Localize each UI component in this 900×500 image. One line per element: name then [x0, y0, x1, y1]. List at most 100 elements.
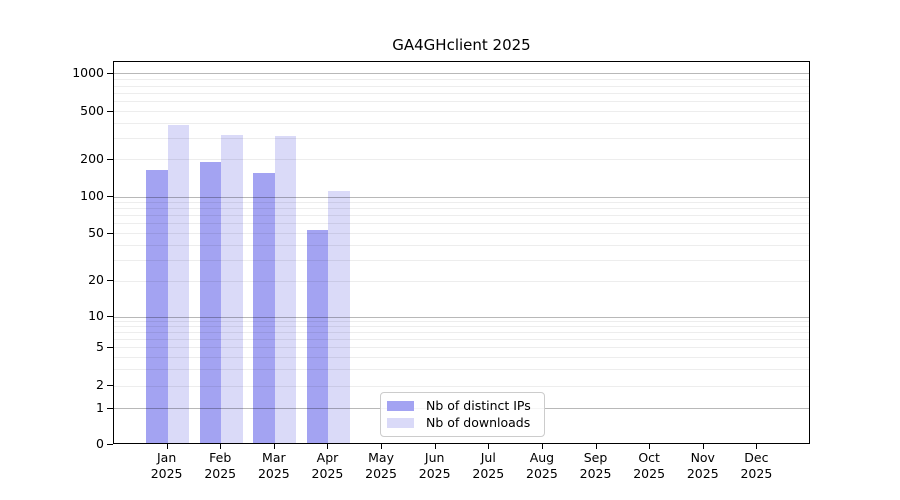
- x-tick-year: 2025: [204, 466, 237, 481]
- y-minor-gridline: [114, 92, 809, 94]
- y-tick-mark: [107, 444, 113, 445]
- x-tick-month: Dec: [744, 450, 769, 465]
- x-tick-mark: [488, 444, 490, 449]
- x-tick-month: Aug: [529, 450, 555, 465]
- y-minor-gridline: [114, 356, 809, 358]
- x-tick-year: 2025: [311, 466, 344, 481]
- x-tick-mark: [649, 444, 651, 449]
- y-minor-gridline: [114, 79, 809, 81]
- y-minor-gridline: [114, 122, 809, 124]
- x-tick-year: 2025: [150, 466, 183, 481]
- x-tick-label: Jan 2025: [135, 450, 199, 482]
- x-tick-month: Sep: [583, 450, 608, 465]
- y-gridline: [114, 233, 809, 234]
- x-tick-mark: [595, 444, 597, 449]
- y-tick-label: 100: [80, 188, 104, 203]
- y-tick-mark: [107, 407, 113, 409]
- y-gridline: [114, 316, 809, 318]
- y-minor-gridline: [114, 101, 809, 103]
- y-tick-mark: [107, 72, 113, 74]
- bar-downloads: [328, 191, 350, 443]
- legend-item: Nb of distinct IPs: [387, 397, 536, 415]
- x-tick-year: 2025: [633, 466, 666, 481]
- y-tick-label: 500: [80, 102, 104, 118]
- bar-downloads: [167, 125, 190, 443]
- y-tick-label: 0: [96, 436, 104, 451]
- x-tick-mark: [756, 444, 758, 449]
- x-tick-label: May 2025: [349, 450, 413, 482]
- x-tick-label: Apr 2025: [295, 450, 359, 482]
- x-tick-label: Jun 2025: [403, 450, 467, 482]
- y-tick-label: 1000: [72, 64, 104, 80]
- x-tick-mark: [702, 444, 704, 449]
- x-tick-label: Jul 2025: [456, 450, 520, 482]
- x-tick-label: Aug 2025: [510, 450, 574, 482]
- y-tick-label: 10: [88, 308, 104, 323]
- bar-downloads: [274, 136, 297, 443]
- bar-distinct-ips: [199, 162, 222, 443]
- x-tick-month: Nov: [690, 450, 715, 465]
- x-tick-mark: [434, 444, 436, 449]
- x-tick-mark: [220, 444, 222, 449]
- y-minor-gridline: [114, 244, 809, 246]
- y-tick-label: 2: [96, 377, 104, 393]
- y-minor-gridline: [114, 223, 809, 225]
- y-minor-gridline: [114, 332, 809, 334]
- x-tick-month: Apr: [316, 450, 339, 465]
- y-minor-gridline: [114, 339, 809, 341]
- y-tick-mark: [107, 232, 113, 234]
- x-tick-year: 2025: [472, 466, 505, 481]
- y-tick-label: 200: [80, 150, 104, 166]
- y-tick-mark: [107, 110, 113, 112]
- y-gridline: [114, 111, 809, 113]
- y-tick-mark: [107, 346, 113, 348]
- y-gridline: [114, 347, 809, 349]
- x-tick-label: Nov 2025: [671, 450, 735, 482]
- x-tick-month: Jan: [156, 450, 177, 465]
- x-tick-year: 2025: [579, 466, 612, 481]
- x-tick-year: 2025: [686, 466, 719, 481]
- x-tick-year: 2025: [418, 466, 451, 481]
- y-tick-mark: [107, 158, 113, 160]
- y-tick-label: 50: [88, 224, 104, 240]
- y-gridline: [114, 280, 809, 282]
- x-tick-mark: [381, 444, 383, 449]
- x-tick-label: Oct 2025: [617, 450, 681, 482]
- y-minor-gridline: [114, 137, 809, 139]
- y-minor-gridline: [114, 208, 809, 210]
- x-tick-month: Jun: [424, 450, 445, 465]
- y-tick-label: 1: [96, 399, 104, 415]
- x-tick-mark: [541, 444, 543, 449]
- bar-distinct-ips: [146, 169, 168, 443]
- legend-item: Nb of downloads: [387, 415, 536, 433]
- x-tick-month: May: [368, 450, 394, 465]
- y-tick-label: 20: [88, 272, 104, 288]
- x-tick-mark: [273, 444, 275, 449]
- y-tick-mark: [107, 385, 113, 387]
- plot-area: Nb of distinct IPs Nb of downloads: [113, 61, 810, 444]
- x-tick-mark: [166, 444, 168, 449]
- x-tick-year: 2025: [257, 466, 290, 481]
- y-tick-label: 5: [96, 338, 104, 354]
- y-minor-gridline: [114, 259, 809, 261]
- x-tick-label: Mar 2025: [242, 450, 306, 482]
- y-minor-gridline: [114, 368, 809, 370]
- y-tick-mark: [107, 196, 113, 197]
- x-tick-month: Jul: [480, 450, 496, 465]
- y-tick-mark: [107, 280, 113, 282]
- legend-swatch-icon: [387, 400, 414, 411]
- x-tick-month: Feb: [209, 450, 232, 465]
- y-minor-gridline: [114, 215, 809, 217]
- legend: Nb of distinct IPs Nb of downloads: [380, 392, 545, 437]
- x-tick-year: 2025: [526, 466, 558, 481]
- bar-distinct-ips: [307, 230, 329, 443]
- x-tick-month: Mar: [262, 450, 286, 465]
- y-gridline: [114, 159, 809, 160]
- legend-item-label: Nb of downloads: [426, 415, 531, 431]
- x-tick-mark: [327, 444, 329, 449]
- legend-item-label: Nb of distinct IPs: [426, 397, 531, 413]
- y-minor-gridline: [114, 321, 809, 323]
- chart-title: GA4GHclient 2025: [392, 36, 531, 54]
- y-minor-gridline: [114, 202, 809, 204]
